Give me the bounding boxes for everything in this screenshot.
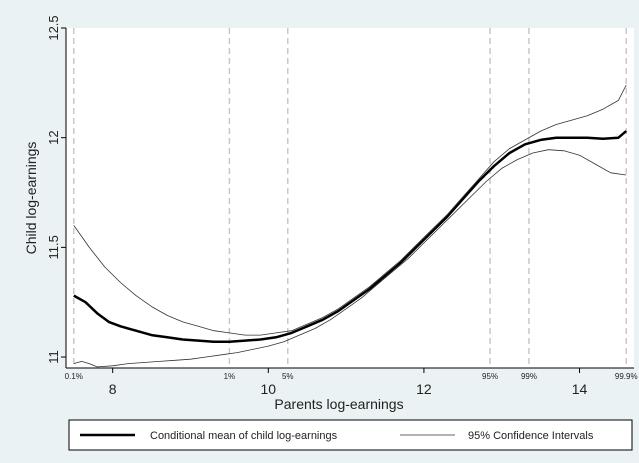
series-layer	[73, 84, 628, 368]
series-conditional-mean	[73, 130, 628, 343]
y-tick-label-1: 11.5	[46, 235, 61, 259]
y-axis-label: Child log-earnings	[23, 142, 39, 255]
percentile-label-1: 1%	[224, 372, 236, 381]
x-tick-label-0: 8	[109, 381, 117, 397]
percentile-labels: 0.1% 1% 5% 95% 99% 99.9%	[65, 372, 638, 381]
percentile-label-4: 99%	[521, 372, 537, 381]
x-tick-label-3: 14	[572, 381, 588, 397]
x-axis-label: Parents log-earnings	[274, 396, 403, 412]
x-axis: 8 10 12 14	[66, 367, 634, 397]
legend-box	[68, 419, 633, 451]
plot-area	[66, 28, 634, 368]
x-tick-label-2: 12	[416, 381, 432, 397]
y-axis: 11 11.5 12 12.5	[46, 15, 67, 368]
legend: Conditional mean of child log-earnings 9…	[68, 419, 633, 451]
percentile-label-2: 5%	[282, 372, 294, 381]
percentile-label-3: 95%	[482, 372, 498, 381]
percentile-label-5: 99.9%	[615, 372, 638, 381]
x-tick-label-1: 10	[261, 381, 277, 397]
y-tick-label-2: 12	[46, 130, 61, 144]
y-tick-label-3: 12.5	[46, 15, 61, 40]
percentile-label-0: 0.1%	[65, 372, 83, 381]
series-ci-lower	[73, 149, 627, 368]
legend-label-ci: 95% Confidence Intervals	[468, 430, 594, 442]
series-ci-upper	[73, 84, 627, 336]
percentile-lines	[73, 28, 627, 368]
y-tick-label-0: 11	[46, 350, 61, 364]
legend-label-mean: Conditional mean of child log-earnings	[150, 430, 338, 442]
